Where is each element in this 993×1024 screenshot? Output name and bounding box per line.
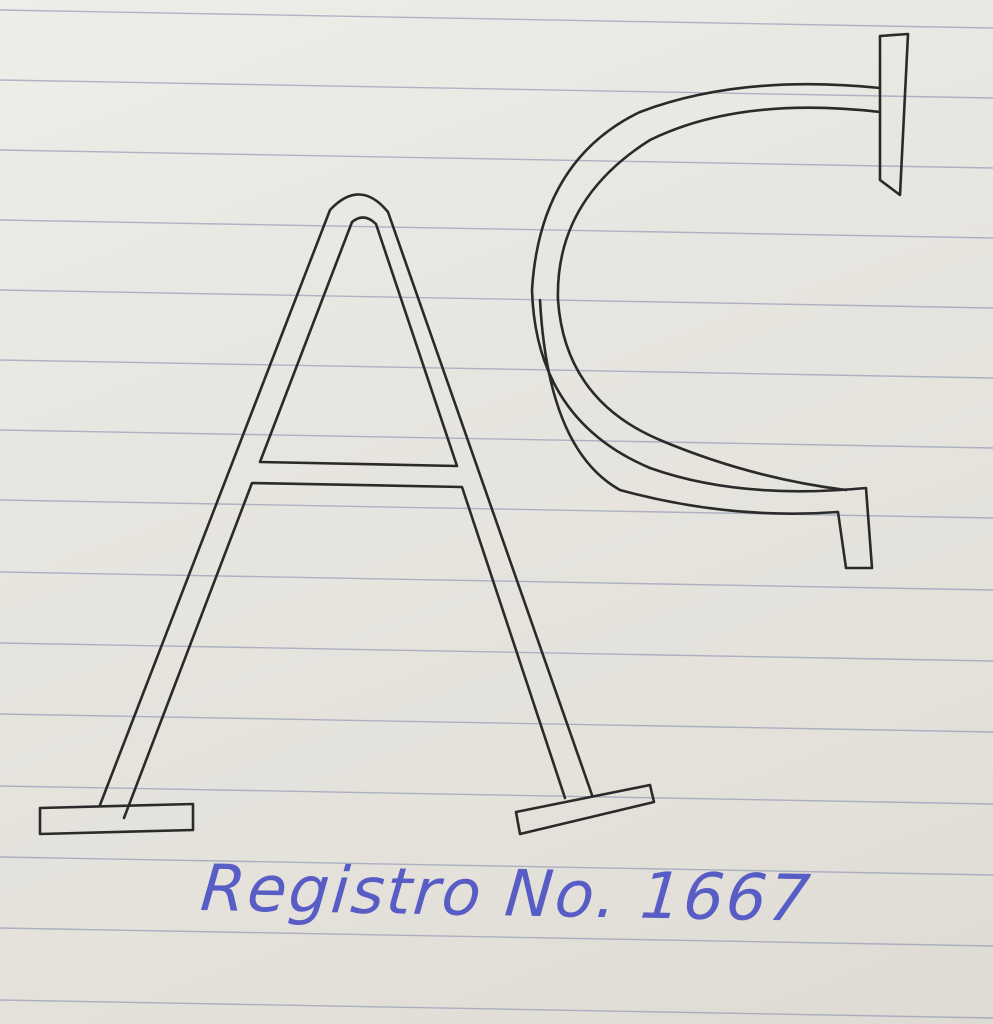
letter-a-left-serif bbox=[38, 802, 195, 836]
rule-line bbox=[0, 785, 993, 805]
letter-a-crossbar-top bbox=[258, 216, 459, 468]
letter-a-outer bbox=[98, 193, 594, 807]
letter-c-inner bbox=[556, 106, 882, 492]
rule-line bbox=[0, 571, 993, 591]
rule-line bbox=[0, 289, 993, 309]
rule-line bbox=[0, 149, 993, 169]
letter-a-outline bbox=[38, 193, 656, 836]
rule-line bbox=[0, 499, 993, 519]
registration-caption: Registro No. 1667 bbox=[197, 852, 815, 937]
letter-a-inner-left bbox=[122, 481, 567, 820]
rule-line bbox=[0, 219, 993, 239]
rule-line bbox=[0, 713, 993, 733]
rule-line bbox=[0, 642, 993, 662]
rule-line bbox=[0, 79, 993, 99]
rule-line bbox=[0, 359, 993, 379]
rule-line bbox=[0, 9, 993, 29]
rule-line bbox=[0, 927, 993, 947]
letter-c-outline bbox=[530, 32, 910, 570]
rule-line bbox=[0, 999, 993, 1019]
rule-line bbox=[0, 856, 993, 876]
rule-line bbox=[0, 429, 993, 449]
letter-c-outer bbox=[530, 82, 882, 570]
letter-c-top-serif bbox=[878, 32, 910, 197]
letter-a-right-serif bbox=[514, 783, 656, 836]
